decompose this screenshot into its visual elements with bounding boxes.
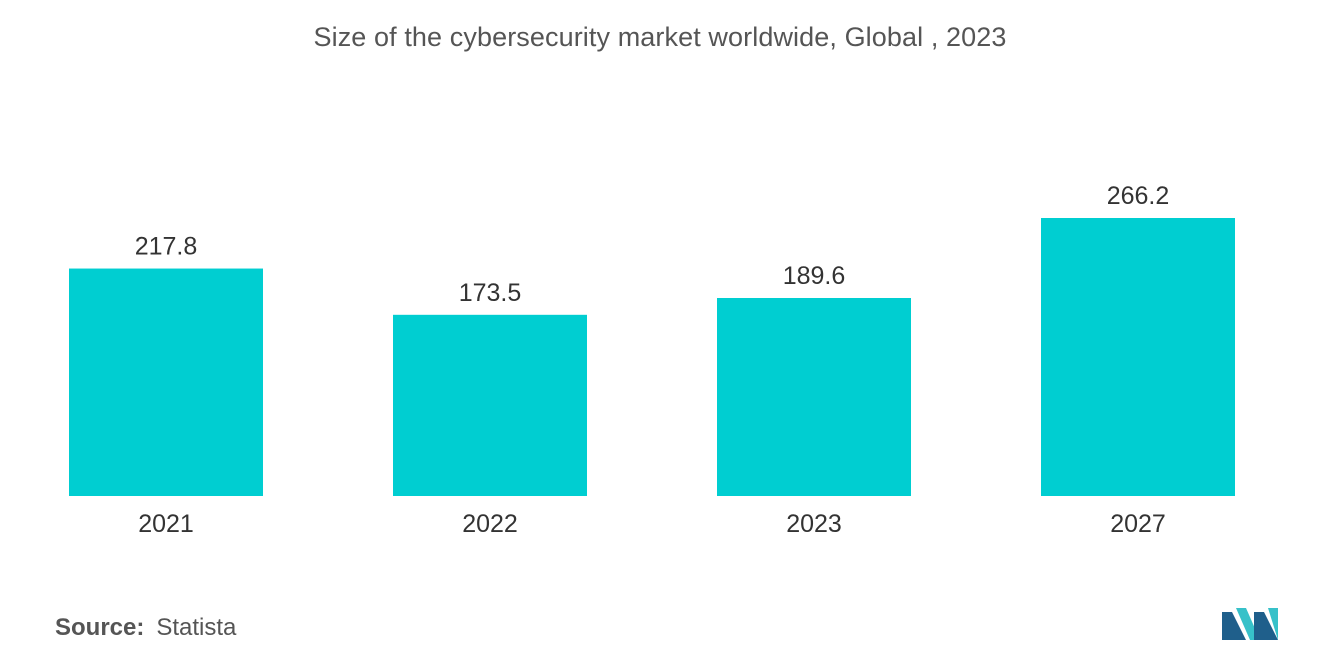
x-tick-label-2021: 2021 bbox=[138, 510, 194, 538]
mordor-intelligence-logo-icon bbox=[1222, 608, 1278, 640]
value-label-2023: 189.6 bbox=[783, 262, 846, 290]
chart-title: Size of the cybersecurity market worldwi… bbox=[313, 22, 1007, 52]
x-tick-label-2027: 2027 bbox=[1110, 510, 1166, 538]
value-labels-group: 217.8 173.5 189.6 266.2 bbox=[135, 182, 1170, 307]
x-tick-labels-group: 2021 2022 2023 2027 bbox=[138, 510, 1166, 538]
bar-2023 bbox=[717, 297, 911, 496]
value-label-2027: 266.2 bbox=[1107, 182, 1170, 210]
source-label: Source: bbox=[55, 614, 145, 641]
bars-group bbox=[69, 218, 1235, 496]
source-value: Statista bbox=[156, 614, 237, 641]
value-label-2021: 217.8 bbox=[135, 233, 198, 261]
x-tick-label-2022: 2022 bbox=[462, 510, 518, 538]
value-label-2022: 173.5 bbox=[459, 279, 522, 307]
bar-2021 bbox=[69, 268, 263, 496]
bar-chart: 217.8 173.5 189.6 266.2 2021 2022 2023 2027 bbox=[69, 182, 1235, 538]
bar-2027 bbox=[1041, 218, 1235, 496]
source-note: Source: Statista bbox=[55, 614, 236, 642]
bar-2022 bbox=[393, 314, 587, 496]
x-tick-label-2023: 2023 bbox=[786, 510, 842, 538]
